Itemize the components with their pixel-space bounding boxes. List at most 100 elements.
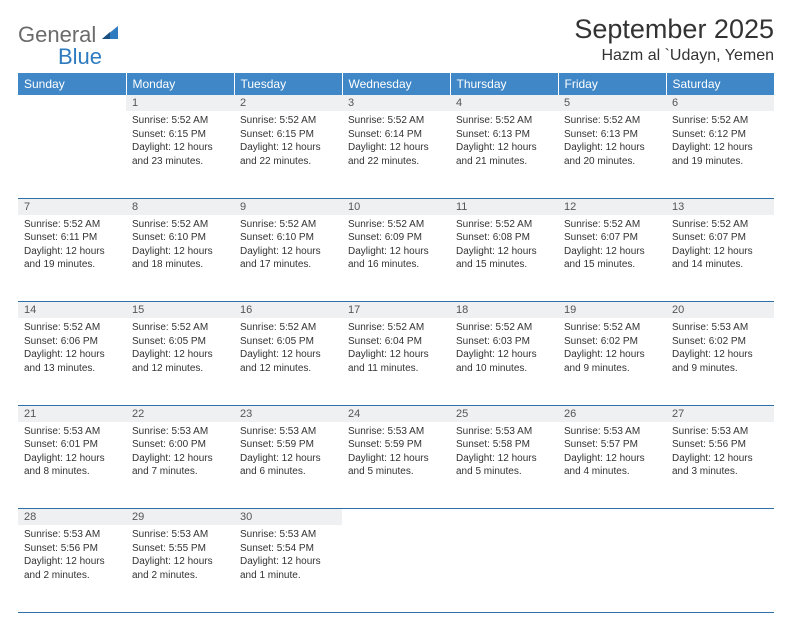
sunset-line: Sunset: 5:59 PM [240, 438, 336, 452]
day-cell: Sunrise: 5:52 AMSunset: 6:13 PMDaylight:… [558, 111, 666, 198]
day-content: Sunrise: 5:52 AMSunset: 6:02 PMDaylight:… [558, 318, 666, 379]
daylight-line: Daylight: 12 hours and 14 minutes. [672, 245, 768, 272]
day-content: Sunrise: 5:53 AMSunset: 5:59 PMDaylight:… [234, 422, 342, 483]
day-content: Sunrise: 5:52 AMSunset: 6:15 PMDaylight:… [126, 111, 234, 172]
day-number-row: 78910111213 [18, 198, 774, 215]
sunset-line: Sunset: 6:04 PM [348, 335, 444, 349]
calendar-table: SundayMondayTuesdayWednesdayThursdayFrid… [18, 73, 774, 613]
day-number-cell: 13 [666, 198, 774, 215]
day-content: Sunrise: 5:52 AMSunset: 6:12 PMDaylight:… [666, 111, 774, 172]
sunrise-line: Sunrise: 5:52 AM [348, 321, 444, 335]
day-number-cell: 11 [450, 198, 558, 215]
daylight-line: Daylight: 12 hours and 20 minutes. [564, 141, 660, 168]
day-cell: Sunrise: 5:52 AMSunset: 6:11 PMDaylight:… [18, 215, 126, 302]
daylight-line: Daylight: 12 hours and 6 minutes. [240, 452, 336, 479]
day-number-cell: 20 [666, 302, 774, 319]
day-number-cell: 1 [126, 95, 234, 111]
sunrise-line: Sunrise: 5:52 AM [672, 218, 768, 232]
day-number-cell: 2 [234, 95, 342, 111]
sunrise-line: Sunrise: 5:52 AM [348, 114, 444, 128]
sunrise-line: Sunrise: 5:52 AM [564, 218, 660, 232]
day-header: Saturday [666, 73, 774, 95]
sunset-line: Sunset: 6:01 PM [24, 438, 120, 452]
title-block: September 2025 Hazm al `Udayn, Yemen [574, 14, 774, 65]
day-number-cell: 15 [126, 302, 234, 319]
day-cell: Sunrise: 5:52 AMSunset: 6:10 PMDaylight:… [234, 215, 342, 302]
day-content-row: Sunrise: 5:52 AMSunset: 6:06 PMDaylight:… [18, 318, 774, 405]
day-content: Sunrise: 5:53 AMSunset: 5:58 PMDaylight:… [450, 422, 558, 483]
day-content: Sunrise: 5:52 AMSunset: 6:10 PMDaylight:… [234, 215, 342, 276]
sunset-line: Sunset: 5:55 PM [132, 542, 228, 556]
day-content: Sunrise: 5:52 AMSunset: 6:10 PMDaylight:… [126, 215, 234, 276]
sunset-line: Sunset: 5:58 PM [456, 438, 552, 452]
day-cell: Sunrise: 5:52 AMSunset: 6:13 PMDaylight:… [450, 111, 558, 198]
sunrise-line: Sunrise: 5:52 AM [348, 218, 444, 232]
daylight-line: Daylight: 12 hours and 15 minutes. [564, 245, 660, 272]
day-cell: Sunrise: 5:53 AMSunset: 5:56 PMDaylight:… [18, 525, 126, 612]
sunrise-line: Sunrise: 5:52 AM [564, 114, 660, 128]
day-number-cell: 26 [558, 405, 666, 422]
sunrise-line: Sunrise: 5:52 AM [24, 218, 120, 232]
calendar-body: 123456Sunrise: 5:52 AMSunset: 6:15 PMDay… [18, 95, 774, 612]
day-content: Sunrise: 5:53 AMSunset: 5:57 PMDaylight:… [558, 422, 666, 483]
sunrise-line: Sunrise: 5:52 AM [240, 321, 336, 335]
sunset-line: Sunset: 6:11 PM [24, 231, 120, 245]
day-number-cell: 9 [234, 198, 342, 215]
day-number-row: 123456 [18, 95, 774, 111]
daylight-line: Daylight: 12 hours and 5 minutes. [348, 452, 444, 479]
day-content: Sunrise: 5:52 AMSunset: 6:09 PMDaylight:… [342, 215, 450, 276]
day-cell [666, 525, 774, 612]
day-content: Sunrise: 5:53 AMSunset: 6:02 PMDaylight:… [666, 318, 774, 379]
sunset-line: Sunset: 6:02 PM [564, 335, 660, 349]
day-cell: Sunrise: 5:52 AMSunset: 6:08 PMDaylight:… [450, 215, 558, 302]
daylight-line: Daylight: 12 hours and 22 minutes. [348, 141, 444, 168]
logo-sail-icon [100, 24, 120, 47]
sunrise-line: Sunrise: 5:53 AM [240, 425, 336, 439]
sunrise-line: Sunrise: 5:53 AM [240, 528, 336, 542]
sunrise-line: Sunrise: 5:53 AM [132, 425, 228, 439]
day-number-cell: 14 [18, 302, 126, 319]
day-content: Sunrise: 5:52 AMSunset: 6:15 PMDaylight:… [234, 111, 342, 172]
daylight-line: Daylight: 12 hours and 13 minutes. [24, 348, 120, 375]
daylight-line: Daylight: 12 hours and 1 minute. [240, 555, 336, 582]
sunset-line: Sunset: 6:14 PM [348, 128, 444, 142]
daylight-line: Daylight: 12 hours and 9 minutes. [564, 348, 660, 375]
day-content: Sunrise: 5:53 AMSunset: 5:55 PMDaylight:… [126, 525, 234, 586]
day-cell: Sunrise: 5:52 AMSunset: 6:15 PMDaylight:… [234, 111, 342, 198]
sunset-line: Sunset: 6:05 PM [240, 335, 336, 349]
day-number-cell: 27 [666, 405, 774, 422]
logo-text-blue: Blue [58, 44, 102, 69]
logo-blue-row: Blue [58, 44, 102, 70]
day-cell [18, 111, 126, 198]
day-content: Sunrise: 5:53 AMSunset: 6:01 PMDaylight:… [18, 422, 126, 483]
day-cell: Sunrise: 5:52 AMSunset: 6:04 PMDaylight:… [342, 318, 450, 405]
sunset-line: Sunset: 5:54 PM [240, 542, 336, 556]
day-cell: Sunrise: 5:52 AMSunset: 6:07 PMDaylight:… [558, 215, 666, 302]
daylight-line: Daylight: 12 hours and 10 minutes. [456, 348, 552, 375]
day-cell [450, 525, 558, 612]
day-header: Tuesday [234, 73, 342, 95]
sunset-line: Sunset: 6:00 PM [132, 438, 228, 452]
daylight-line: Daylight: 12 hours and 16 minutes. [348, 245, 444, 272]
daylight-line: Daylight: 12 hours and 9 minutes. [672, 348, 768, 375]
day-content: Sunrise: 5:52 AMSunset: 6:13 PMDaylight:… [558, 111, 666, 172]
day-number-cell: 6 [666, 95, 774, 111]
day-cell: Sunrise: 5:52 AMSunset: 6:02 PMDaylight:… [558, 318, 666, 405]
day-cell: Sunrise: 5:52 AMSunset: 6:09 PMDaylight:… [342, 215, 450, 302]
day-number-cell: 30 [234, 509, 342, 526]
day-number-cell [450, 509, 558, 526]
day-number-cell: 3 [342, 95, 450, 111]
day-cell: Sunrise: 5:52 AMSunset: 6:15 PMDaylight:… [126, 111, 234, 198]
day-content: Sunrise: 5:52 AMSunset: 6:03 PMDaylight:… [450, 318, 558, 379]
day-cell: Sunrise: 5:53 AMSunset: 5:58 PMDaylight:… [450, 422, 558, 509]
sunrise-line: Sunrise: 5:53 AM [564, 425, 660, 439]
sunset-line: Sunset: 6:09 PM [348, 231, 444, 245]
daylight-line: Daylight: 12 hours and 4 minutes. [564, 452, 660, 479]
day-content-row: Sunrise: 5:53 AMSunset: 5:56 PMDaylight:… [18, 525, 774, 612]
day-cell: Sunrise: 5:52 AMSunset: 6:12 PMDaylight:… [666, 111, 774, 198]
daylight-line: Daylight: 12 hours and 17 minutes. [240, 245, 336, 272]
sunrise-line: Sunrise: 5:53 AM [672, 321, 768, 335]
sunrise-line: Sunrise: 5:53 AM [24, 528, 120, 542]
day-number-cell: 16 [234, 302, 342, 319]
sunrise-line: Sunrise: 5:52 AM [132, 218, 228, 232]
